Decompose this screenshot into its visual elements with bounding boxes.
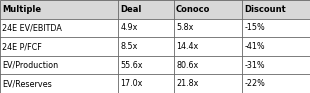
Text: 24E EV/EBITDA: 24E EV/EBITDA [2, 23, 62, 32]
Bar [0, 0, 310, 19]
Text: 8.5x: 8.5x [120, 42, 138, 51]
Text: 4.9x: 4.9x [120, 23, 138, 32]
Text: 21.8x: 21.8x [176, 79, 198, 88]
Text: 24E P/FCF: 24E P/FCF [2, 42, 42, 51]
Text: 17.0x: 17.0x [120, 79, 143, 88]
Bar [0, 56, 310, 74]
Text: EV/Production: EV/Production [2, 61, 59, 70]
Bar [0, 19, 310, 37]
Text: Conoco: Conoco [176, 5, 210, 14]
Text: Discount: Discount [244, 5, 286, 14]
Bar [0, 37, 310, 56]
Text: 5.8x: 5.8x [176, 23, 193, 32]
Text: Deal: Deal [120, 5, 142, 14]
Text: 55.6x: 55.6x [120, 61, 143, 70]
Text: -15%: -15% [244, 23, 265, 32]
Text: 80.6x: 80.6x [176, 61, 198, 70]
Text: -22%: -22% [244, 79, 265, 88]
Bar [0, 74, 310, 93]
Text: -31%: -31% [244, 61, 265, 70]
Text: EV/Reserves: EV/Reserves [2, 79, 52, 88]
Text: 14.4x: 14.4x [176, 42, 198, 51]
Text: Multiple: Multiple [2, 5, 42, 14]
Text: -41%: -41% [244, 42, 265, 51]
